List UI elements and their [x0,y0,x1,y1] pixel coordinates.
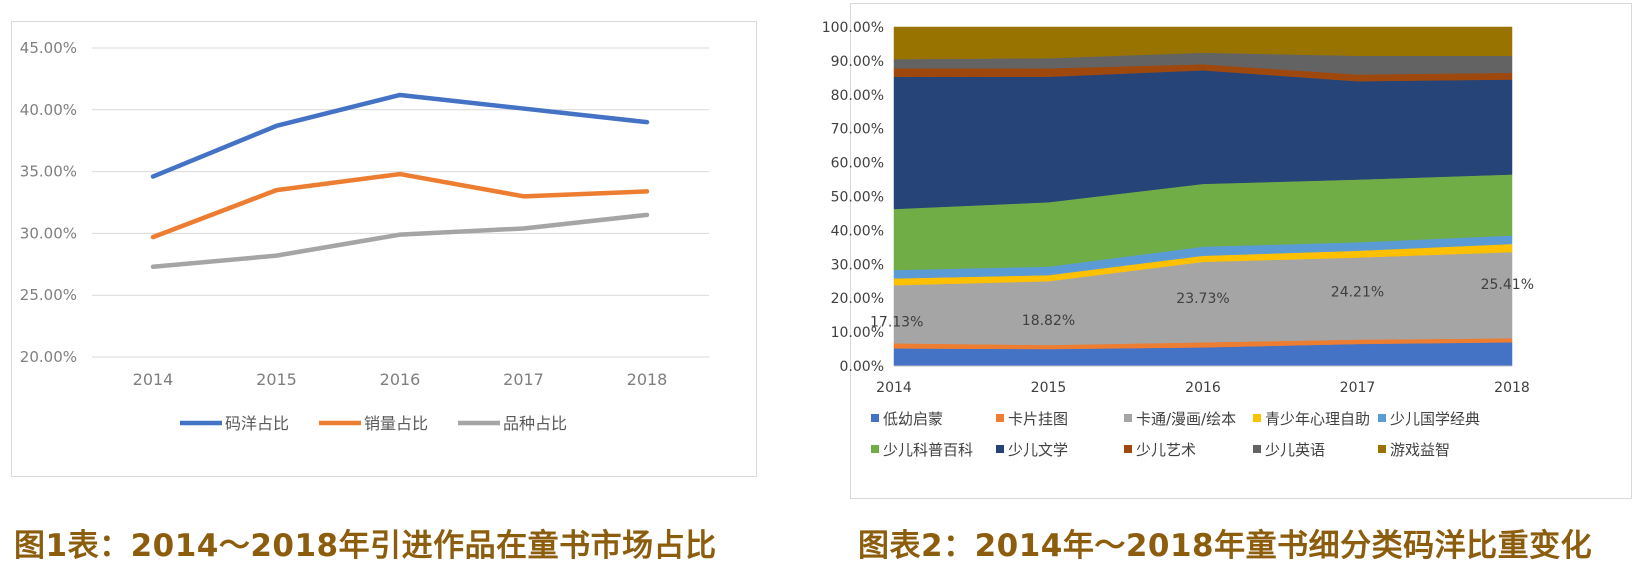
chart1-panel: 20.00% 25.00% 30.00% 35.00% 40.00% 45.00% 2014… [11,21,757,477]
chart2-y-tick-label: 10.00% [831,325,884,341]
chart1-x-tick-label: 2016 [380,370,421,389]
chart2-legend-swatch [1124,414,1132,422]
chart2-y-tick-label: 90.00% [831,54,884,70]
chart1-x-tick-label: 2018 [627,370,668,389]
chart2-x-tick-label: 2014 [876,380,912,396]
chart2-y-tick-label: 70.00% [831,122,884,138]
chart2-legend-label: 青少年心理自助 [1265,410,1370,428]
chart2-data-label: 18.82% [1022,313,1075,329]
chart2-legend-swatch [996,414,1004,422]
chart1-x-tick-label: 2015 [256,370,297,389]
chart1-series-line-1 [150,171,650,240]
chart1-series-line-0 [150,92,650,179]
chart1-legend-label: 销量占比 [364,414,428,433]
chart2-legend-label: 低幼启蒙 [883,410,943,428]
chart1-y-tick-label: 45.00% [20,39,77,57]
chart2-legend-label: 卡通/漫画/绘本 [1136,410,1236,428]
chart2-legend-swatch [871,445,879,453]
chart1-series-line-2 [150,212,650,270]
chart2-y-tick-label: 60.00% [831,156,884,172]
chart2-legend-swatch [1124,445,1132,453]
chart1-y-tick-label: 30.00% [20,224,77,242]
chart2-y-tick-label: 100.00% [822,20,884,36]
chart2-x-tick-label: 2018 [1494,380,1530,396]
chart1-legend-label: 码洋占比 [225,414,289,433]
chart2-legend-swatch [871,414,879,422]
chart2-legend-swatch [1253,414,1261,422]
chart1-y-tick-label: 20.00% [20,348,77,366]
chart2-x-tick-label: 2016 [1185,380,1221,396]
chart2-legend-swatch [1378,445,1386,453]
chart2-legend-label: 卡片挂图 [1008,410,1068,428]
chart2-y-tick-label: 40.00% [831,223,884,239]
chart1-caption: 图1表：2014～2018年引进作品在童书市场占比 [14,528,717,564]
chart2-legend-label: 少儿英语 [1265,441,1325,459]
chart2-panel: 0.00% 10.00% 20.00% 30.00% 40.00% 50.00% 60.00… [822,3,1632,499]
chart2-y-tick-label: 80.00% [831,88,884,104]
chart2-data-label: 17.13% [870,314,923,330]
chart2-x-tick-label: 2015 [1031,380,1067,396]
chart1-y-tick-label: 35.00% [20,163,77,181]
chart2-y-tick-label: 30.00% [831,257,884,273]
chart1-y-tick-label: 25.00% [20,286,77,304]
chart1-x-tick-label: 2017 [503,370,544,389]
chart1-y-tick-label: 40.00% [20,101,77,119]
chart2-legend-swatch [1253,445,1261,453]
chart2-svg: 0.00% 10.00% 20.00% 30.00% 40.00% 50.00% 60.00… [822,20,1534,459]
chart2-x-tick-label: 2017 [1340,380,1376,396]
chart2-area-9 [893,26,1513,60]
chart2-legend-label: 游戏益智 [1390,441,1450,459]
chart1-x-tick-label: 2014 [133,370,174,389]
chart2-legend-label: 少儿国学经典 [1390,410,1480,428]
chart2-y-tick-label: 0.00% [840,359,884,375]
chart2-caption: 图表2：2014年～2018年童书细分类码洋比重变化 [858,528,1593,564]
chart2-legend-label: 少儿科普百科 [883,441,973,459]
chart1-legend-label: 品种占比 [503,414,567,433]
chart2-legend-swatch [1378,414,1386,422]
chart2-legend-label: 少儿艺术 [1136,441,1196,459]
chart1-svg: 20.00% 25.00% 30.00% 35.00% 40.00% 45.00% 2014… [20,39,709,433]
chart2-legend-swatch [996,445,1004,453]
chart2-data-label: 24.21% [1331,285,1384,301]
chart2-y-tick-label: 50.00% [831,190,884,206]
chart2-y-tick-label: 20.00% [831,291,884,307]
chart2-legend-label: 少儿文学 [1008,441,1068,459]
chart2-data-label: 23.73% [1176,291,1229,307]
chart2-data-label: 25.41% [1481,277,1534,293]
